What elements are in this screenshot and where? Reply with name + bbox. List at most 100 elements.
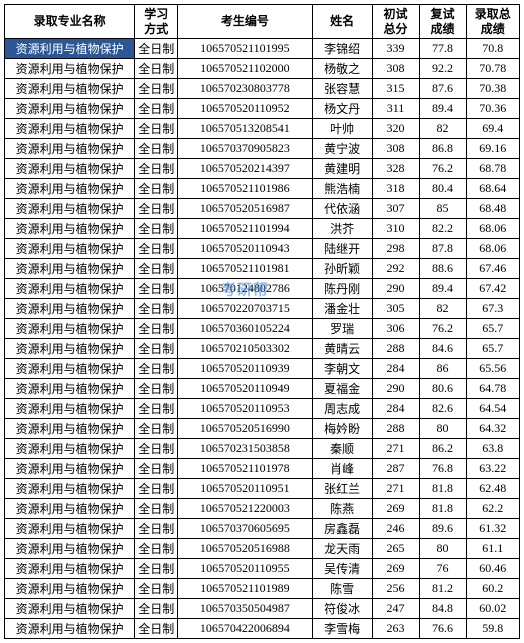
cell-name: 夏福金 xyxy=(312,379,372,399)
cell-name: 张容慧 xyxy=(312,79,372,99)
cell-major: 资源利用与植物保护 xyxy=(5,199,135,219)
cell-examid: 106570521101978 xyxy=(178,459,313,479)
table-row: 资源利用与植物保护全日制106570350504987符俊冰24784.860.… xyxy=(5,599,520,619)
cell-score2: 85 xyxy=(419,199,466,219)
cell-name: 陈丹刚 xyxy=(312,279,372,299)
cell-major: 资源利用与植物保护 xyxy=(5,459,135,479)
cell-score1: 247 xyxy=(372,599,419,619)
cell-mode: 全日制 xyxy=(135,239,178,259)
cell-mode: 全日制 xyxy=(135,599,178,619)
cell-name: 房鑫磊 xyxy=(312,519,372,539)
cell-score3: 63.8 xyxy=(466,439,519,459)
cell-major: 资源利用与植物保护 xyxy=(5,379,135,399)
cell-score3: 62.2 xyxy=(466,499,519,519)
cell-mode: 全日制 xyxy=(135,179,178,199)
cell-score1: 284 xyxy=(372,359,419,379)
cell-major: 资源利用与植物保护 xyxy=(5,439,135,459)
cell-score2: 76.2 xyxy=(419,159,466,179)
cell-mode: 全日制 xyxy=(135,459,178,479)
cell-major: 资源利用与植物保护 xyxy=(5,219,135,239)
cell-score3: 61.32 xyxy=(466,519,519,539)
cell-score2: 86 xyxy=(419,359,466,379)
cell-score2: 76.8 xyxy=(419,459,466,479)
cell-examid: 106570513208541 xyxy=(178,119,313,139)
table-row: 资源利用与植物保护全日制106570520516988龙天雨2658061.1 xyxy=(5,539,520,559)
table-row: 资源利用与植物保护全日制106570360105224罗瑞30676.265.7 xyxy=(5,319,520,339)
cell-score1: 308 xyxy=(372,139,419,159)
cell-score3: 62.48 xyxy=(466,479,519,499)
col-header-major: 录取专业名称 xyxy=(5,5,135,39)
cell-score1: 288 xyxy=(372,419,419,439)
cell-name: 周志成 xyxy=(312,399,372,419)
cell-name: 李锦绍 xyxy=(312,39,372,59)
cell-mode: 全日制 xyxy=(135,419,178,439)
cell-score2: 82 xyxy=(419,119,466,139)
cell-major: 资源利用与植物保护 xyxy=(5,359,135,379)
cell-name: 李朝文 xyxy=(312,359,372,379)
cell-examid: 106570360105224 xyxy=(178,319,313,339)
cell-score2: 87.8 xyxy=(419,239,466,259)
table-row: 资源利用与植物保护全日制106570520110955吴传清2697660.46 xyxy=(5,559,520,579)
cell-mode: 全日制 xyxy=(135,559,178,579)
col-header-score3: 录取总成绩 xyxy=(466,5,519,39)
cell-examid: 106570230803778 xyxy=(178,79,313,99)
cell-score3: 65.7 xyxy=(466,339,519,359)
cell-score1: 290 xyxy=(372,379,419,399)
cell-examid: 106570350504987 xyxy=(178,599,313,619)
cell-mode: 全日制 xyxy=(135,579,178,599)
cell-examid: 106570521101981 xyxy=(178,259,313,279)
cell-major: 资源利用与植物保护 xyxy=(5,339,135,359)
cell-name: 叶帅 xyxy=(312,119,372,139)
cell-examid: 106570370605695 xyxy=(178,519,313,539)
cell-major: 资源利用与植物保护 xyxy=(5,239,135,259)
cell-score2: 82.2 xyxy=(419,219,466,239)
cell-mode: 全日制 xyxy=(135,159,178,179)
cell-score3: 70.38 xyxy=(466,79,519,99)
cell-examid: 106570520110955 xyxy=(178,559,313,579)
cell-name: 罗瑞 xyxy=(312,319,372,339)
table-row: 资源利用与植物保护全日制106570520110939李朝文2848665.56 xyxy=(5,359,520,379)
cell-score2: 77.8 xyxy=(419,39,466,59)
cell-score3: 60.02 xyxy=(466,599,519,619)
table-row: 资源利用与植物保护全日制106570520110949夏福金29080.664.… xyxy=(5,379,520,399)
cell-score1: 315 xyxy=(372,79,419,99)
cell-examid: 106570220703715 xyxy=(178,299,313,319)
cell-examid: 106570520110943 xyxy=(178,239,313,259)
cell-score2: 81.2 xyxy=(419,579,466,599)
table-row: 资源利用与植物保护全日制106570521101986熊浩楠31880.468.… xyxy=(5,179,520,199)
table-row: 资源利用与植物保护全日制106570521102000杨敬之30892.270.… xyxy=(5,59,520,79)
cell-score2: 80 xyxy=(419,539,466,559)
cell-name: 肖峰 xyxy=(312,459,372,479)
cell-score2: 89.4 xyxy=(419,279,466,299)
cell-mode: 全日制 xyxy=(135,339,178,359)
cell-mode: 全日制 xyxy=(135,499,178,519)
cell-major: 资源利用与植物保护 xyxy=(5,419,135,439)
cell-examid: 106570210503302 xyxy=(178,339,313,359)
table-row: 资源利用与植物保护全日制106570230803778张容慧31587.670.… xyxy=(5,79,520,99)
col-header-name: 姓名 xyxy=(312,5,372,39)
cell-mode: 全日制 xyxy=(135,399,178,419)
cell-mode: 全日制 xyxy=(135,139,178,159)
cell-mode: 全日制 xyxy=(135,439,178,459)
cell-name: 秦顺 xyxy=(312,439,372,459)
cell-score2: 86.2 xyxy=(419,439,466,459)
cell-score1: 271 xyxy=(372,439,419,459)
cell-score2: 89.6 xyxy=(419,519,466,539)
cell-score1: 306 xyxy=(372,319,419,339)
cell-mode: 全日制 xyxy=(135,219,178,239)
cell-examid: 106570521220003 xyxy=(178,499,313,519)
cell-score2: 86.8 xyxy=(419,139,466,159)
cell-name: 陆继开 xyxy=(312,239,372,259)
table-row: 资源利用与植物保护全日制106570520214397黄建明32876.268.… xyxy=(5,159,520,179)
cell-score3: 70.36 xyxy=(466,99,519,119)
cell-score3: 65.56 xyxy=(466,359,519,379)
col-header-mode: 学习方式 xyxy=(135,5,178,39)
cell-examid: 106570521101989 xyxy=(178,579,313,599)
cell-name: 陈燕 xyxy=(312,499,372,519)
cell-examid: 106570520110953 xyxy=(178,399,313,419)
table-row: 资源利用与植物保护全日制106570521101978肖峰28776.863.2… xyxy=(5,459,520,479)
table-row: 资源利用与植物保护全日制106570521220003陈燕26981.862.2 xyxy=(5,499,520,519)
cell-score2: 82 xyxy=(419,299,466,319)
cell-score2: 89.4 xyxy=(419,99,466,119)
cell-major: 资源利用与植物保护 xyxy=(5,119,135,139)
